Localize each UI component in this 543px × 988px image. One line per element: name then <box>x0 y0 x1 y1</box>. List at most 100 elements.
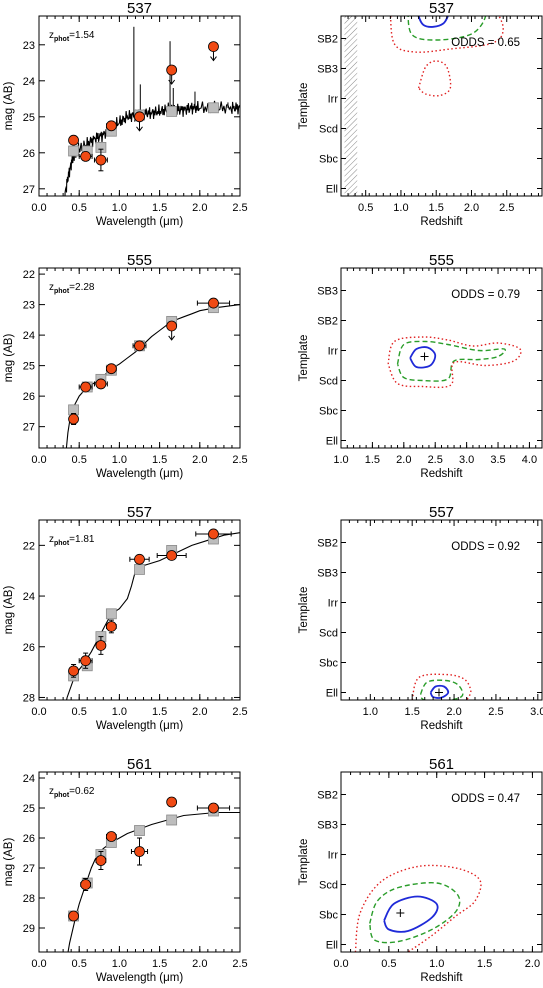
sed-panel-7: 561 0.0 0.5 1.0 1.5 2.0 2.5 Wavelength (μm) 24 25… <box>3 756 248 984</box>
template-tick-label: Irr <box>328 850 339 862</box>
y-axis-label: Template <box>298 839 310 886</box>
probability-contour-mid <box>396 340 506 382</box>
observed-magnitude-point <box>95 154 107 166</box>
y-axis-label: mag (AB) <box>3 82 15 131</box>
zphot-value: =1.54 <box>69 30 95 41</box>
x-tick-label: 2.0 <box>396 454 411 466</box>
template-tick-label: SB3 <box>317 568 338 580</box>
probability-panel-6: 557 1.0 1.5 2.0 2.5 3.0 Redshift Ell Sbc Scd Irr SB… <box>298 504 543 732</box>
excluded-redshift-region <box>344 16 358 196</box>
x-axis-label: Redshift <box>420 468 463 480</box>
panel-title: 555 <box>127 252 152 269</box>
template-tick-label: SB2 <box>317 790 338 802</box>
upper-limit-arrowhead <box>168 79 176 85</box>
template-tick-label: Ell <box>326 940 338 952</box>
probability-contour-outer <box>411 673 472 700</box>
y-axis-label: Template <box>298 83 310 130</box>
model-magnitude-square <box>166 814 178 826</box>
upper-limit-arrowhead <box>168 335 176 341</box>
template-tick-label: Ell <box>326 688 338 700</box>
y-axis-label: mag (AB) <box>3 586 15 635</box>
y-tick-label: 22 <box>23 269 35 281</box>
x-tick-label: 0.5 <box>72 454 87 466</box>
observed-magnitude-point <box>134 553 145 565</box>
y-tick-label: 26 <box>23 391 35 403</box>
y-tick-label: 26 <box>23 148 35 160</box>
y-tick-label: 26 <box>23 642 35 654</box>
panel-title: 537 <box>429 0 454 17</box>
x-tick-label: 2.5 <box>499 202 514 214</box>
template-tick-label: Scd <box>319 376 338 388</box>
observed-magnitude-point <box>80 879 92 890</box>
x-axis-label: Redshift <box>420 720 463 732</box>
x-tick-label: 2.5 <box>232 958 247 970</box>
model-magnitude-square <box>68 145 79 157</box>
zphot-symbol: z <box>49 534 54 545</box>
probability-contour-outer <box>354 864 482 952</box>
panel-title: 557 <box>127 504 152 521</box>
template-tick-label: Scd <box>319 628 338 640</box>
zphot-subscript: phot <box>54 540 70 547</box>
probability-contour-mid <box>407 16 487 41</box>
probability-contour-inner <box>409 346 437 369</box>
model-spectrum-line <box>67 811 240 952</box>
x-tick-label: 2.5 <box>232 202 247 214</box>
x-axis-label: Wavelength (μm) <box>96 972 184 984</box>
template-tick-label: Sbc <box>319 406 338 418</box>
probability-contour-mid <box>369 882 461 944</box>
probability-panel-2: 537 0.5 1.0 1.5 2.0 2.5 Redshift Ell Sbc Scd Irr SB… <box>298 0 543 228</box>
plot-frame <box>340 519 543 701</box>
zphot-symbol: z <box>49 786 54 797</box>
template-tick-label: SB2 <box>317 316 338 328</box>
template-tick-label: Irr <box>328 598 339 610</box>
x-tick-label: 3.5 <box>490 454 505 466</box>
zphot-value: =2.28 <box>69 282 95 293</box>
y-tick-label: 25 <box>23 361 35 373</box>
x-tick-label: 2.5 <box>232 706 247 718</box>
y-tick-label: 22 <box>23 540 35 552</box>
y-tick-label: 24 <box>23 330 35 342</box>
observed-magnitude-point <box>166 320 178 332</box>
zphot-annotation: zphot=0.62 <box>49 786 95 799</box>
plot-area <box>411 673 472 700</box>
upper-limit-arrowhead <box>136 126 143 132</box>
panel-title: 555 <box>429 252 454 269</box>
model-magnitude-square <box>166 106 178 117</box>
template-tick-label: Scd <box>319 880 338 892</box>
model-spectrum-line <box>65 304 240 448</box>
observed-magnitude-point <box>105 363 117 375</box>
zphot-annotation: zphot=2.28 <box>49 282 95 295</box>
plot-frame <box>38 15 241 197</box>
plot-frame <box>340 15 543 197</box>
observed-magnitude-point <box>95 855 107 866</box>
observed-magnitude-point <box>134 340 145 352</box>
observed-magnitude-point <box>166 64 178 76</box>
x-tick-label: 3.0 <box>459 454 474 466</box>
x-tick-label: 1.0 <box>393 202 408 214</box>
y-tick-label: 24 <box>23 76 35 88</box>
x-tick-label: 1.5 <box>152 202 167 214</box>
x-tick-label: 2.0 <box>525 958 540 970</box>
observed-magnitude-point <box>80 381 92 393</box>
odds-annotation: ODDS = 0.47 <box>451 793 520 805</box>
odds-annotation: ODDS = 0.65 <box>451 37 520 49</box>
upper-limit-arrowhead <box>210 56 217 62</box>
observed-magnitude-point <box>68 134 79 146</box>
odds-annotation: ODDS = 0.79 <box>451 289 520 301</box>
observed-magnitude-point <box>95 640 107 651</box>
x-tick-label: 2.5 <box>232 454 247 466</box>
x-tick-label: 1.5 <box>152 706 167 718</box>
y-tick-label: 23 <box>23 40 35 52</box>
x-tick-label: 2.5 <box>428 454 443 466</box>
template-tick-label: Irr <box>328 94 339 106</box>
sed-panel-3: 555 0.0 0.5 1.0 1.5 2.0 2.5 Wavelength (μm) 22 23… <box>3 252 248 480</box>
model-magnitude-square <box>105 608 117 620</box>
probability-contour-inner <box>417 16 449 28</box>
y-tick-label: 23 <box>23 300 35 312</box>
template-tick-label: Ell <box>326 184 338 196</box>
y-axis-label: mag (AB) <box>3 838 15 887</box>
x-tick-label: 1.5 <box>152 958 167 970</box>
plot-area <box>63 26 240 196</box>
x-tick-label: 2.0 <box>446 706 461 718</box>
